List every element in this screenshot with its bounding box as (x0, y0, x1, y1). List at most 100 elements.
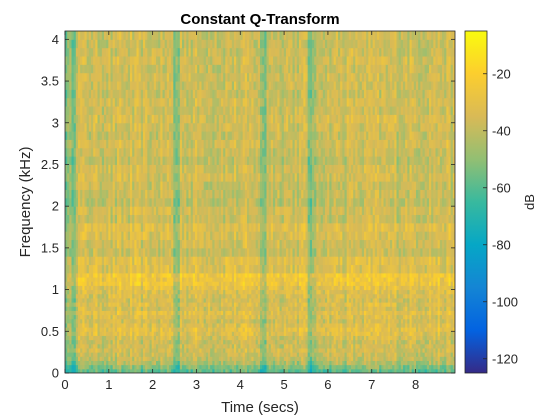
heatmap-cell (134, 256, 137, 266)
heatmap-cell (127, 368, 131, 373)
heatmap-cell (78, 297, 81, 303)
heatmap-cell (229, 47, 233, 57)
heatmap-cell (192, 147, 196, 157)
heatmap-cell (130, 364, 133, 370)
heatmap-cell (240, 289, 244, 295)
heatmap-cell (162, 89, 166, 99)
heatmap-cell (119, 156, 122, 165)
heatmap-cell (197, 339, 200, 345)
heatmap-cell (69, 356, 72, 361)
heatmap-cell (93, 289, 96, 295)
heatmap-cell (242, 331, 246, 336)
heatmap-cell (82, 97, 85, 107)
heatmap-cell (106, 352, 109, 357)
heatmap-cell (266, 356, 270, 361)
heatmap-cell (210, 285, 213, 291)
heatmap-cell (192, 247, 196, 257)
heatmap-cell (151, 272, 155, 278)
heatmap-cell (225, 214, 228, 224)
heatmap-cell (197, 189, 200, 199)
heatmap-cell (160, 164, 163, 174)
heatmap-cell (164, 97, 168, 107)
heatmap-cell (121, 239, 124, 249)
heatmap-cell (136, 231, 140, 241)
heatmap-cell (190, 231, 194, 241)
heatmap-cell (160, 264, 163, 274)
heatmap-cell (153, 47, 157, 57)
heatmap-cell (101, 327, 105, 332)
heatmap-cell (104, 368, 107, 373)
heatmap-cell (104, 222, 107, 232)
heatmap-cell (112, 206, 116, 216)
heatmap-cell (71, 139, 75, 149)
heatmap-cell (125, 339, 129, 345)
heatmap-cell (132, 189, 135, 199)
heatmap-cell (153, 197, 157, 207)
heatmap-cell (121, 364, 124, 370)
heatmap-cell (253, 264, 257, 274)
heatmap-cell (225, 285, 228, 291)
heatmap-cell (69, 293, 72, 299)
heatmap-cell (147, 356, 150, 361)
heatmap-cell (166, 172, 170, 182)
heatmap-cell (203, 97, 207, 107)
heatmap-cell (164, 289, 168, 295)
heatmap-cell (119, 347, 122, 353)
heatmap-cell (247, 231, 250, 241)
heatmap-cell (195, 352, 198, 357)
heatmap-cell (93, 272, 96, 278)
heatmap-cell (236, 264, 239, 274)
heatmap-cell (67, 293, 70, 299)
heatmap-cell (188, 352, 192, 357)
heatmap-cell (212, 172, 215, 182)
heatmap-cell (88, 64, 92, 74)
heatmap-cell (242, 368, 246, 373)
heatmap-cell (188, 64, 192, 74)
heatmap-cell (216, 197, 220, 207)
heatmap-cell (201, 197, 205, 207)
heatmap-cell (192, 339, 196, 345)
heatmap-cell (201, 306, 205, 311)
heatmap-cell (78, 310, 81, 316)
heatmap-cell (95, 289, 98, 295)
heatmap-cell (175, 322, 179, 328)
heatmap-cell (179, 247, 183, 257)
heatmap-cell (173, 106, 176, 115)
heatmap-cell (225, 172, 228, 182)
heatmap-cell (244, 231, 248, 241)
heatmap-cell (95, 81, 98, 90)
heatmap-cell (251, 364, 254, 370)
heatmap-cell (257, 256, 261, 266)
heatmap-cell (101, 47, 105, 57)
heatmap-cell (145, 364, 148, 370)
heatmap-cell (73, 289, 77, 295)
heatmap-cell (197, 206, 200, 216)
heatmap-cell (225, 327, 228, 332)
heatmap-cell (151, 331, 155, 336)
heatmap-cell (93, 206, 96, 216)
heatmap-cell (117, 256, 120, 266)
heatmap-cell (260, 343, 263, 349)
heatmap-cell (65, 343, 68, 349)
heatmap-cell (242, 310, 246, 316)
heatmap-cell (197, 89, 200, 99)
heatmap-cell (244, 360, 248, 366)
heatmap-cell (177, 285, 181, 291)
heatmap-cell (229, 281, 233, 286)
heatmap-cell (195, 356, 198, 361)
heatmap-cell (145, 352, 148, 357)
heatmap-cell (255, 335, 259, 341)
heatmap-cell (234, 56, 237, 65)
heatmap-cell (205, 72, 209, 82)
heatmap-cell (190, 156, 194, 165)
heatmap-cell (91, 222, 94, 232)
heatmap-cell (123, 39, 127, 49)
heatmap-cell (188, 197, 192, 207)
heatmap-cell (145, 181, 148, 190)
heatmap-cell (205, 331, 209, 336)
heatmap-cell (88, 181, 92, 190)
heatmap-cell (201, 239, 205, 249)
heatmap-cell (140, 335, 144, 341)
heatmap-cell (93, 197, 96, 207)
heatmap-cell (106, 72, 109, 82)
